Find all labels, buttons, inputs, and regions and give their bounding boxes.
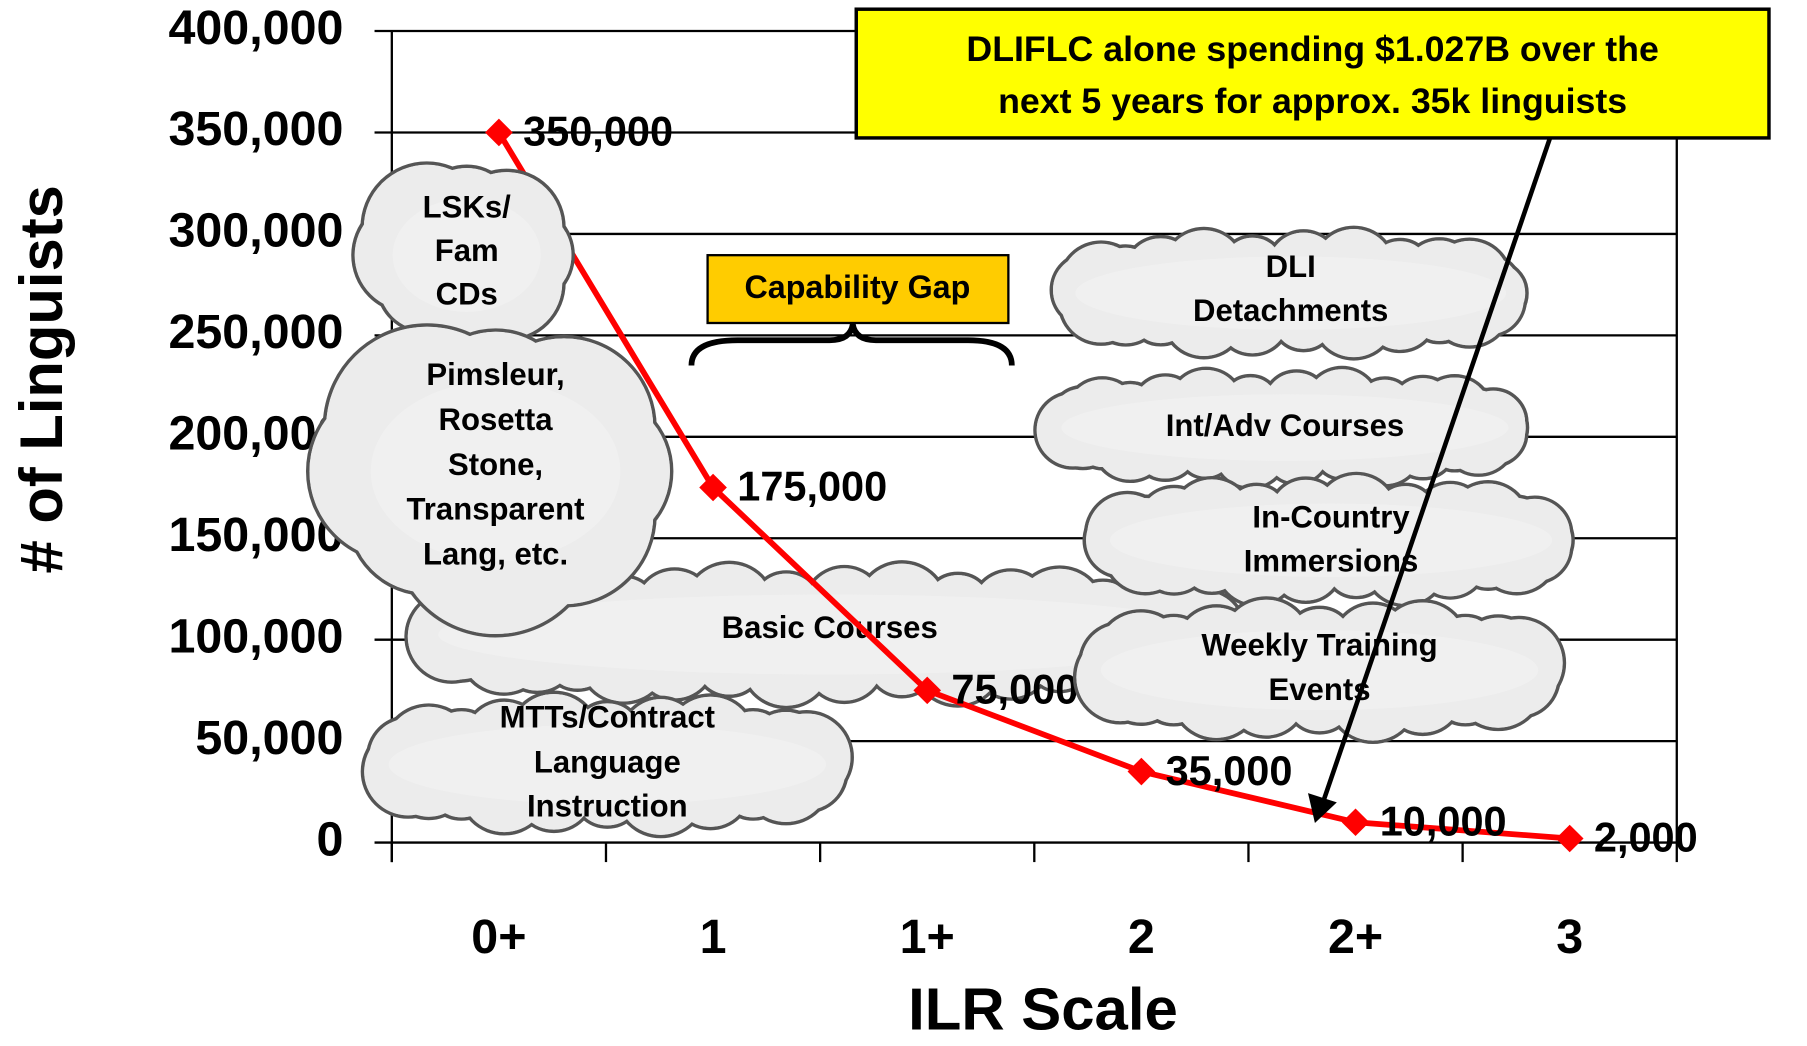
data-layer: 350,000 175,000 75,000 35,000 10,000 2,000	[485, 108, 1698, 861]
y-tick-label: 0	[316, 812, 343, 866]
cloud-text: CDs	[436, 277, 498, 312]
cloud: Weekly Training Events	[1072, 596, 1567, 745]
marker	[913, 676, 942, 705]
x-tick-label: 1+	[900, 910, 955, 964]
cloud-text: Rosetta	[439, 402, 554, 437]
cloud-core	[1061, 394, 1509, 461]
x-axis-title: ILR Scale	[908, 976, 1178, 1043]
cloud-text: Basic Courses	[722, 610, 938, 645]
cloud-text: Fam	[435, 233, 499, 268]
cloud-text: Int/Adv Courses	[1166, 408, 1404, 443]
cloud-text: Language	[534, 745, 681, 780]
series-line	[496, 130, 1570, 842]
y-tick-label: 350,000	[168, 102, 343, 156]
data-label: 75,000	[951, 666, 1078, 713]
cloud-text: LSKs/	[423, 189, 512, 224]
cloud-text: Weekly Training	[1201, 627, 1437, 662]
y-tick-label: 100,000	[168, 609, 343, 663]
cloud: DLI Detachments	[1049, 225, 1529, 361]
cloud-text: DLI	[1266, 249, 1316, 284]
data-label: 2,000	[1594, 814, 1698, 861]
x-tick-label: 3	[1556, 910, 1583, 964]
arrow-head	[1308, 793, 1337, 824]
gap-box	[706, 254, 1010, 325]
cloud-text: Pimsleur,	[426, 357, 564, 392]
cloud-text: Lang, etc.	[423, 537, 568, 572]
y-tick-label: 50,000	[195, 711, 343, 765]
x-tick-label: 2+	[1328, 910, 1383, 964]
cloud-text: Stone,	[448, 447, 543, 482]
cloud-core	[438, 594, 1222, 675]
cloud-core	[388, 724, 827, 805]
cloud-text: In-Country	[1252, 500, 1410, 535]
cloud-text: Transparent	[407, 492, 585, 527]
gap-brace	[688, 323, 1015, 366]
cloud: Int/Adv Courses	[1033, 365, 1530, 490]
y-tick-label: 250,000	[168, 305, 343, 359]
cloud: Pimsleur, Rosetta Stone, Transparent Lang, e…	[305, 323, 674, 638]
y-tick-label: 400,000	[168, 1, 343, 55]
callout-arrow	[1320, 137, 1553, 804]
marker	[1555, 824, 1584, 853]
callout-box	[854, 7, 1771, 140]
x-tick-label: 1	[700, 910, 727, 964]
marker	[699, 473, 727, 502]
cloud-text: Detachments	[1193, 293, 1388, 328]
y-axis-title: # of Linguists	[8, 185, 75, 573]
marker	[1127, 757, 1156, 786]
y-tick-label: 300,000	[168, 204, 343, 258]
cloud-text: Events	[1269, 672, 1371, 707]
cloud: MTTs/Contract Language Instruction	[360, 690, 854, 839]
data-label: 10,000	[1380, 798, 1507, 845]
cloud: LSKs/Fam CDs	[351, 161, 575, 361]
cloud-text: MTTs/Contract	[500, 700, 715, 735]
cloud-text: Instruction	[527, 788, 688, 823]
callout-text: next 5 years for approx. 35k linguists	[998, 81, 1627, 121]
cloud-core	[392, 198, 541, 312]
data-label: 350,000	[523, 108, 673, 155]
callout-text: DLIFLC alone spending $1.027B over the	[966, 29, 1658, 69]
x-tick-label: 2	[1128, 910, 1155, 964]
data-label: 35,000	[1166, 747, 1293, 794]
marker	[1341, 808, 1370, 837]
marker	[485, 118, 513, 147]
notes-layer: DLIFLC alone spending $1.027B over the n…	[8, 7, 1771, 1043]
cloud-core	[1075, 256, 1507, 330]
x-tick-label: 0+	[471, 910, 526, 964]
cloud-text: Immersions	[1244, 543, 1419, 578]
cloud-core	[370, 381, 621, 562]
gap-text: Capability Gap	[744, 269, 970, 305]
cloud: In-Country Immersions	[1082, 471, 1575, 608]
cloud-core	[1100, 630, 1539, 711]
cloud-core	[1109, 503, 1553, 577]
data-label: 175,000	[737, 463, 887, 510]
y-tick-label: 150,000	[168, 508, 343, 562]
